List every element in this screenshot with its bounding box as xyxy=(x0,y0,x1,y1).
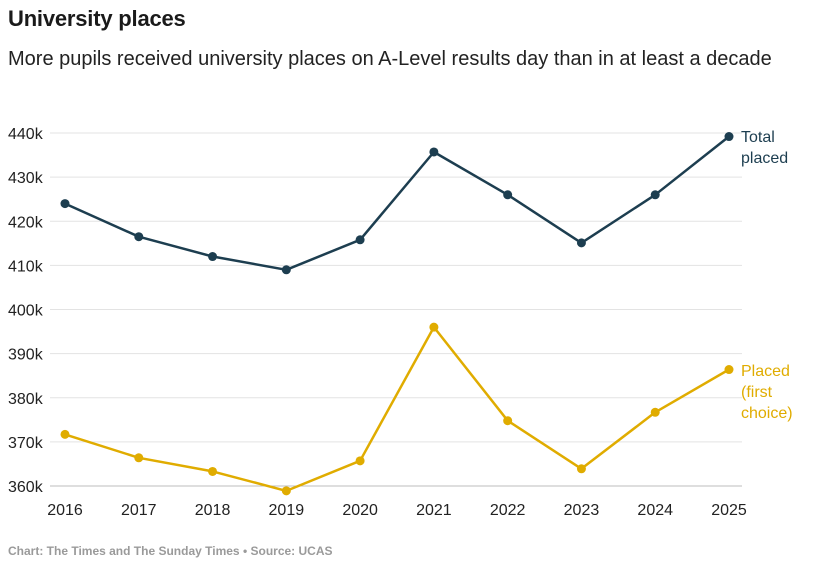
data-point xyxy=(208,252,218,262)
data-point xyxy=(503,416,513,426)
data-point xyxy=(650,407,660,417)
data-point xyxy=(724,132,734,142)
x-tick-label: 2019 xyxy=(269,502,305,519)
x-tick-label: 2017 xyxy=(121,502,157,519)
chart-title: University places xyxy=(8,6,186,31)
y-tick-label: 410k xyxy=(8,258,44,275)
x-tick-label: 2022 xyxy=(490,502,526,519)
data-point xyxy=(576,238,586,248)
data-point xyxy=(134,453,144,463)
y-axis-ticks: 360k 370k 380k 390k 400k 410k 420k 430k 440k xyxy=(8,126,44,496)
data-point xyxy=(576,464,586,474)
y-tick-label: 380k xyxy=(8,391,44,408)
chart-subtitle: More pupils received university places o… xyxy=(8,48,772,70)
y-tick-label: 400k xyxy=(8,303,44,320)
x-tick-label: 2025 xyxy=(711,502,747,519)
y-tick-label: 420k xyxy=(8,214,44,231)
data-point xyxy=(355,235,365,245)
data-point xyxy=(60,199,70,209)
y-tick-label: 390k xyxy=(8,347,44,364)
data-point xyxy=(134,232,144,242)
x-tick-label: 2023 xyxy=(564,502,600,519)
x-tick-label: 2016 xyxy=(47,502,83,519)
x-tick-label: 2021 xyxy=(416,502,452,519)
gridlines xyxy=(50,132,742,487)
data-point xyxy=(503,190,513,200)
data-point xyxy=(208,466,218,476)
series-label: Placed (first choice) xyxy=(741,363,793,422)
data-point xyxy=(429,147,439,157)
series-points xyxy=(60,132,734,496)
x-tick-label: 2018 xyxy=(195,502,231,519)
data-point xyxy=(724,365,734,375)
data-point xyxy=(355,456,365,466)
line-chart: 360k 370k 380k 390k 400k 410k 420k 430k 440k 201… xyxy=(8,126,793,519)
series-label: Total placed xyxy=(741,129,788,167)
y-tick-label: 360k xyxy=(8,479,44,496)
series-line xyxy=(64,135,730,272)
x-tick-label: 2024 xyxy=(637,502,673,519)
x-tick-label: 2020 xyxy=(342,502,378,519)
series-labels: Total placed Placed (first choice) xyxy=(741,129,793,422)
series-lines xyxy=(64,135,730,493)
series-line xyxy=(64,325,730,493)
x-axis-ticks: 2016 2017 2018 2019 2020 2021 2022 2023 2024 2025 xyxy=(47,502,747,519)
data-point xyxy=(281,265,291,275)
y-tick-label: 440k xyxy=(8,126,44,143)
data-point xyxy=(650,190,660,200)
chart-source: Chart: The Times and The Sunday Times • … xyxy=(8,544,333,558)
data-point xyxy=(429,322,439,332)
y-tick-label: 430k xyxy=(8,170,44,187)
data-point xyxy=(281,486,291,496)
data-point xyxy=(60,429,70,439)
y-tick-label: 370k xyxy=(8,435,44,452)
